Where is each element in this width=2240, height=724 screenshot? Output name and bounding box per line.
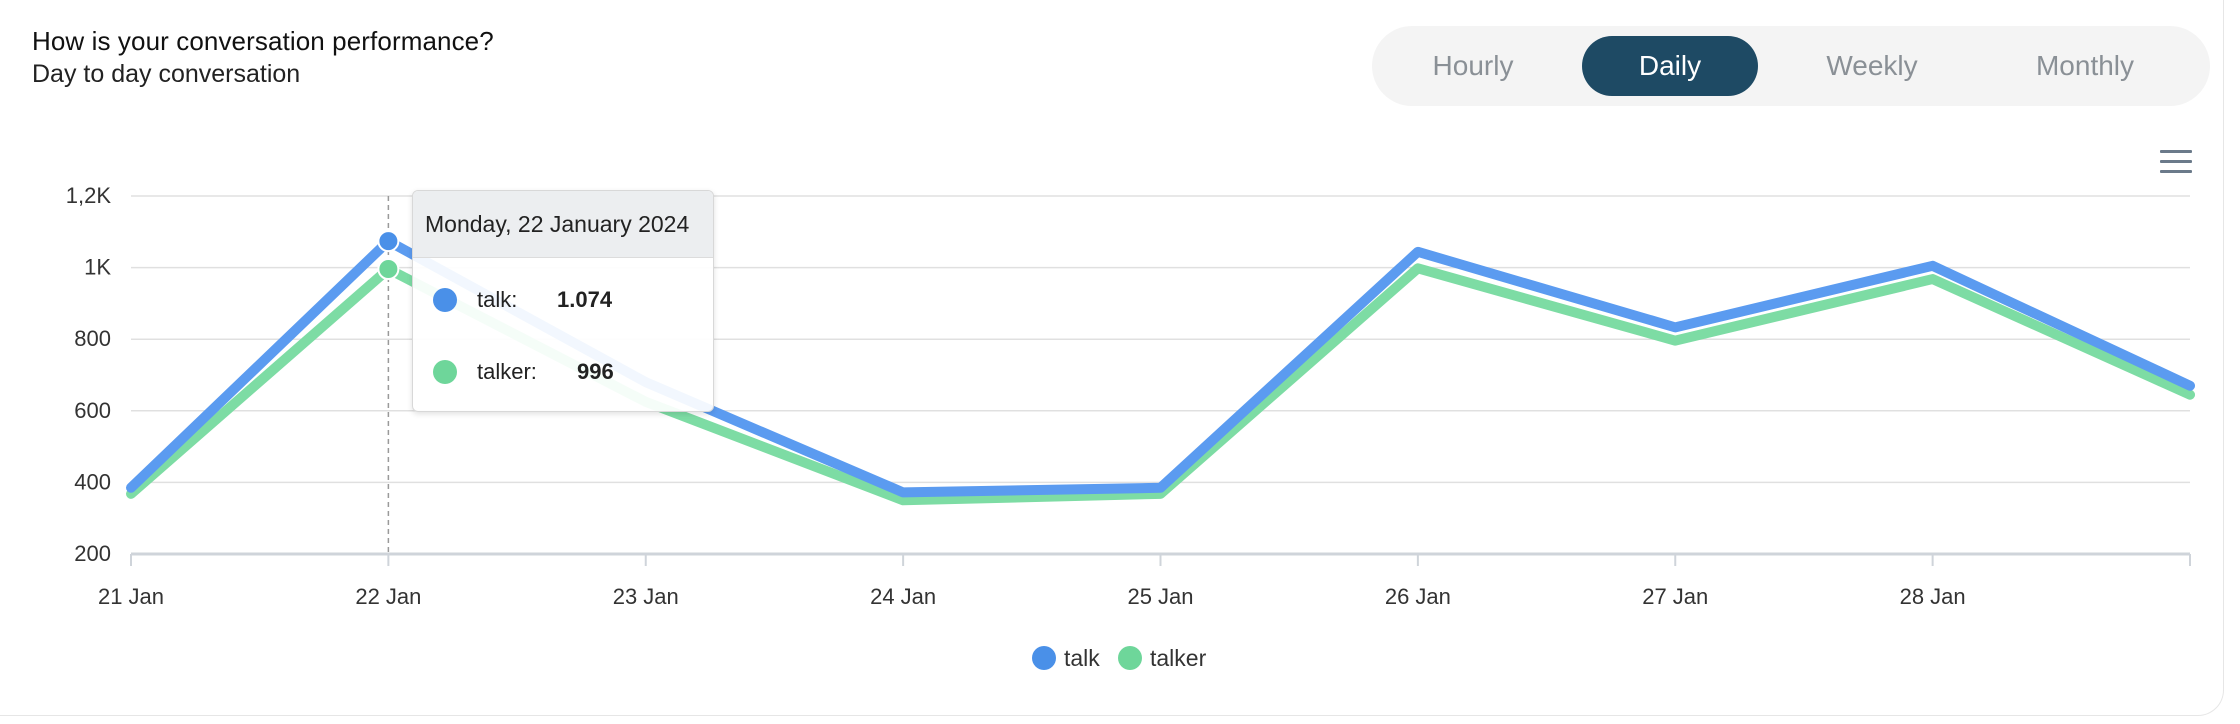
tab-hourly[interactable]: Hourly [1432,50,1514,81]
tooltip-talk-name: talk: [477,287,518,312]
tooltip-talk-value: 1.074 [557,287,613,312]
hamburger-menu-icon[interactable] [2160,150,2192,174]
tooltip-talker-dot-icon [433,360,457,384]
x-tick-label: 21 Jan [98,584,164,609]
x-tick-label: 23 Jan [613,584,679,609]
data-point-talk [377,230,400,253]
y-tick-label: 600 [74,398,111,423]
tooltip-talk-dot-icon [433,288,457,312]
y-tick-label: 1,2K [66,183,112,208]
x-tick-label: 27 Jan [1642,584,1708,609]
x-tick-label: 28 Jan [1900,584,1966,609]
tooltip-talker-name: talker: [477,359,537,384]
x-tick-label: 26 Jan [1385,584,1451,609]
legend-talk-dot-icon [1032,646,1056,670]
y-tick-label: 400 [74,469,111,494]
tooltip-talker-value: 996 [577,359,614,384]
tab-monthly[interactable]: Monthly [2035,50,2135,81]
y-tick-label: 200 [74,541,111,566]
legend-talk-label: talk [1064,645,1100,671]
period-selector: Hourly Daily Weekly Monthly [1372,26,2210,106]
tab-daily[interactable]: Daily [1582,36,1758,96]
tab-weekly[interactable]: Weekly [1826,50,1918,81]
x-tick-label: 25 Jan [1127,584,1193,609]
y-tick-label: 1K [84,255,111,280]
x-tick-label: 24 Jan [870,584,936,609]
chart-title: How is your conversation performance? [32,26,494,56]
x-tick-label: 22 Jan [355,584,421,609]
legend-talker-dot-icon [1118,646,1142,670]
data-point-talker [377,258,400,281]
chart-subtitle: Day to day conversation [32,60,301,88]
tooltip-date: Monday, 22 January 2024 [413,191,713,258]
legend-talker-label: talker [1150,645,1207,671]
y-tick-label: 800 [74,326,111,351]
data-tooltip: Monday, 22 January 2024 talk: 1.074 talk… [412,190,714,412]
